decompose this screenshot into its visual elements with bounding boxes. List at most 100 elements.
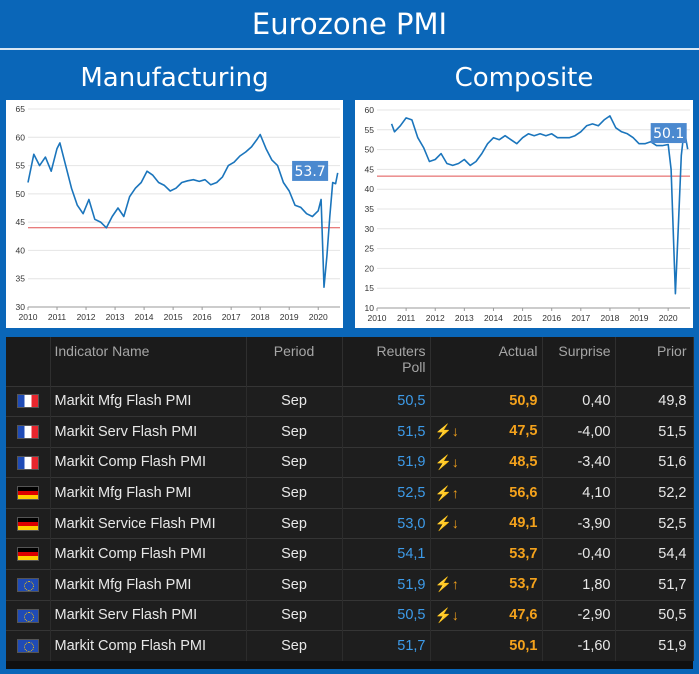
actual-value: 49,1 xyxy=(509,515,538,532)
actual-cell: 53,7 xyxy=(430,538,543,570)
flag-cell xyxy=(6,477,51,509)
poll-value: 54,1 xyxy=(342,538,431,570)
surprise-value: -3,40 xyxy=(542,446,616,478)
poll-value: 51,9 xyxy=(342,446,431,478)
header-prior[interactable]: Prior xyxy=(615,337,694,386)
poll-value: 51,9 xyxy=(342,569,431,601)
series-line xyxy=(27,133,339,288)
y-tick-label: 45 xyxy=(16,217,26,227)
table-row[interactable]: Markit Mfg Flash PMI Sep 50,5 50,9 0,40 49,8 xyxy=(6,385,694,417)
table-row[interactable]: Markit Comp Flash PMI Sep 51,9 ⚡↓ 48,5 -3,40 5… xyxy=(6,446,694,478)
x-tick-label: 2018 xyxy=(251,312,270,322)
table-row[interactable]: Markit Mfg Flash PMI Sep 51,9 ⚡↑ 53,7 1,80 51,… xyxy=(6,569,694,601)
y-tick-label: 40 xyxy=(365,184,375,194)
callout-label: 50.1 xyxy=(653,126,684,142)
actual-cell: ⚡↑ 56,6 xyxy=(430,477,543,509)
x-tick-label: 2014 xyxy=(484,313,503,323)
x-tick-label: 2020 xyxy=(309,312,328,322)
actual-value: 56,6 xyxy=(509,484,538,501)
y-tick-label: 20 xyxy=(365,263,375,273)
prior-value: 51,7 xyxy=(615,569,694,601)
surprise-arrow-icon: ⚡↓ xyxy=(434,423,459,440)
surprise-value: 1,80 xyxy=(542,569,616,601)
poll-value: 51,7 xyxy=(342,630,431,662)
x-tick-label: 2016 xyxy=(542,313,561,323)
flag-fr-icon xyxy=(16,394,39,409)
prior-value: 52,5 xyxy=(615,507,694,539)
indicator-name: Markit Mfg Flash PMI xyxy=(50,569,247,601)
table-row[interactable]: Markit Comp Flash PMI Sep 54,1 53,7 -0,40 54,… xyxy=(6,538,694,570)
flag-cell xyxy=(6,385,51,417)
callout-box xyxy=(292,160,329,181)
table-row[interactable]: Markit Service Flash PMI Sep 53,0 ⚡↓ 49,1 -3,… xyxy=(6,507,694,539)
y-tick-label: 25 xyxy=(365,244,375,254)
table-row[interactable]: Markit Mfg Flash PMI Sep 52,5 ⚡↑ 56,6 4,10 52,… xyxy=(6,477,694,509)
x-tick-label: 2015 xyxy=(513,313,532,323)
flag-cell xyxy=(6,569,51,601)
period-value: Sep xyxy=(246,507,343,539)
surprise-arrow-icon: ⚡↑ xyxy=(434,576,459,593)
x-tick-label: 2015 xyxy=(164,312,183,322)
x-tick-label: 2010 xyxy=(19,312,38,322)
x-tick-label: 2012 xyxy=(77,312,96,322)
surprise-value: -2,90 xyxy=(542,599,616,631)
x-tick-label: 2017 xyxy=(222,312,241,322)
callout-box xyxy=(650,123,687,144)
header-surprise[interactable]: Surprise xyxy=(542,337,616,386)
y-tick-label: 60 xyxy=(16,132,26,142)
flag-eu-icon xyxy=(16,608,39,623)
header-actual[interactable]: Actual xyxy=(430,337,543,386)
poll-value: 50,5 xyxy=(342,385,431,417)
indicator-name: Markit Serv Flash PMI xyxy=(50,416,247,448)
y-tick-label: 55 xyxy=(16,161,26,171)
y-tick-label: 35 xyxy=(365,204,375,214)
series-line xyxy=(390,115,689,295)
prior-value: 51,6 xyxy=(615,446,694,478)
indicator-name: Markit Mfg Flash PMI xyxy=(50,477,247,509)
poll-value: 50,5 xyxy=(342,599,431,631)
indicator-name: Markit Comp Flash PMI xyxy=(50,446,247,478)
actual-cell: ⚡↓ 48,5 xyxy=(430,446,543,478)
y-tick-label: 55 xyxy=(365,125,375,135)
flag-cell xyxy=(6,538,51,570)
flag-fr-icon xyxy=(16,455,39,470)
pmi-table-panel: Indicator Name Period Reuters Poll Actual… xyxy=(6,337,694,669)
surprise-arrow-icon: ⚡↓ xyxy=(434,515,459,532)
flag-cell xyxy=(6,507,51,539)
poll-value: 51,5 xyxy=(342,416,431,448)
x-tick-label: 2017 xyxy=(571,313,590,323)
poll-value: 53,0 xyxy=(342,507,431,539)
indicator-name: Markit Comp Flash PMI xyxy=(50,538,247,570)
flag-fr-icon xyxy=(16,425,39,440)
surprise-value: -3,90 xyxy=(542,507,616,539)
x-tick-label: 2019 xyxy=(280,312,299,322)
y-tick-label: 30 xyxy=(365,224,375,234)
y-tick-label: 10 xyxy=(365,303,375,313)
x-tick-label: 2011 xyxy=(397,313,416,323)
flag-cell xyxy=(6,630,51,662)
header-period[interactable]: Period xyxy=(246,337,343,386)
table-row[interactable]: Markit Serv Flash PMI Sep 50,5 ⚡↓ 47,6 -2,90 5… xyxy=(6,599,694,631)
flag-cell xyxy=(6,446,51,478)
y-tick-label: 40 xyxy=(16,245,26,255)
flag-de-icon xyxy=(16,486,39,501)
period-value: Sep xyxy=(246,599,343,631)
table-row[interactable]: Markit Serv Flash PMI Sep 51,5 ⚡↓ 47,5 -4,00 5… xyxy=(6,416,694,448)
surprise-arrow-icon: ⚡↑ xyxy=(434,484,459,501)
composite-heading: Composite xyxy=(454,63,594,93)
flag-de-icon xyxy=(16,516,39,531)
period-value: Sep xyxy=(246,569,343,601)
header-reuters-poll[interactable]: Reuters Poll xyxy=(342,337,431,386)
indicator-name: Markit Service Flash PMI xyxy=(50,507,247,539)
flag-de-icon xyxy=(16,547,39,562)
table-header-row: Indicator Name Period Reuters Poll Actual… xyxy=(6,337,694,386)
header-poll-line1: Reuters xyxy=(376,343,426,359)
table-row[interactable]: Markit Comp Flash PMI Sep 51,7 50,1 -1,60 51,… xyxy=(6,630,694,662)
header-indicator-name[interactable]: Indicator Name xyxy=(50,337,247,386)
x-tick-label: 2019 xyxy=(630,313,649,323)
actual-cell: ⚡↓ 49,1 xyxy=(430,507,543,539)
pmi-table: Indicator Name Period Reuters Poll Actual… xyxy=(6,337,694,662)
y-tick-label: 65 xyxy=(16,104,26,114)
page-title: Eurozone PMI xyxy=(0,0,699,50)
actual-value: 47,5 xyxy=(509,423,538,440)
